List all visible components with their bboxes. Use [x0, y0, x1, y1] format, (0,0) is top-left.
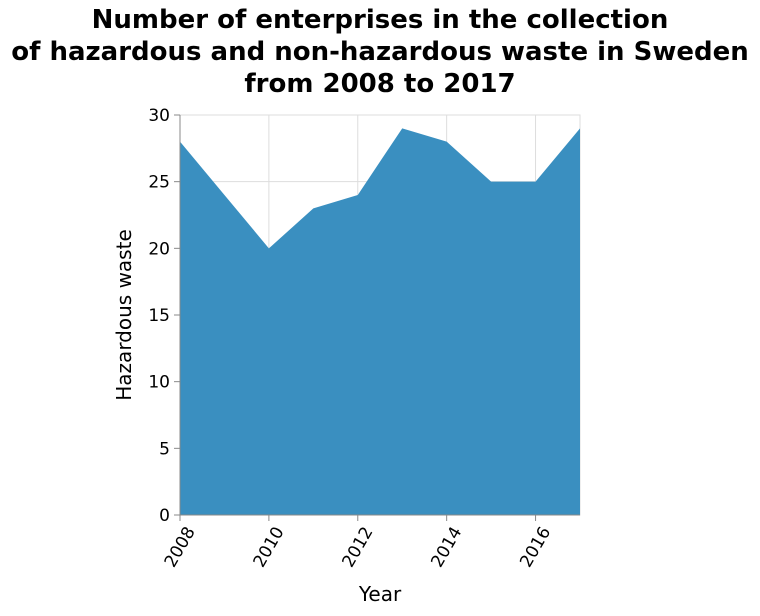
x-axis-label: Year	[358, 582, 402, 606]
y-tick-label: 10	[148, 373, 170, 393]
chart-title-line-3: from 2008 to 2017	[244, 69, 516, 99]
y-tick-label: 5	[159, 439, 170, 459]
y-tick-label: 15	[148, 306, 170, 326]
chart-title-line-2: of hazardous and non-hazardous waste in …	[11, 37, 749, 67]
chart-title-line-1: Number of enterprises in the collection	[91, 5, 669, 35]
x-tick-label: 2008	[161, 524, 200, 571]
y-axis-label: Hazardous waste	[112, 229, 136, 400]
x-tick-label: 2014	[427, 524, 466, 571]
area-series	[180, 128, 580, 516]
chart-title: Number of enterprises in the collection …	[0, 4, 760, 100]
area-fill	[180, 128, 580, 516]
y-tick-label: 20	[148, 239, 170, 259]
y-tick-label: 0	[159, 506, 170, 526]
y-tick-label: 25	[148, 173, 170, 193]
x-tick-label: 2012	[339, 524, 378, 571]
x-tick-label: 2010	[250, 524, 289, 571]
x-tick-label: 2016	[516, 524, 555, 571]
y-tick-label: 30	[148, 106, 170, 126]
